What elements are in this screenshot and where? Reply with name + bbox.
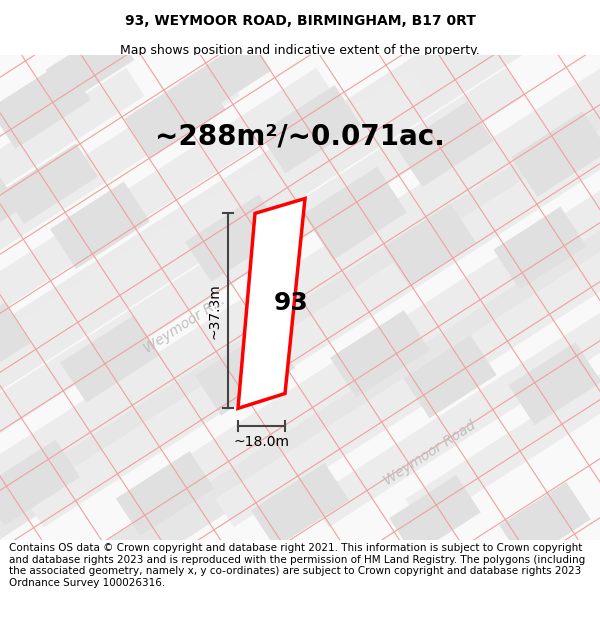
Polygon shape xyxy=(195,328,295,416)
Text: Contains OS data © Crown copyright and database right 2021. This information is : Contains OS data © Crown copyright and d… xyxy=(9,543,585,588)
Text: Weymoor Road: Weymoor Road xyxy=(382,418,478,488)
Polygon shape xyxy=(124,70,226,159)
Polygon shape xyxy=(120,68,600,528)
Polygon shape xyxy=(396,101,494,187)
Polygon shape xyxy=(60,315,160,402)
Polygon shape xyxy=(251,463,349,548)
Polygon shape xyxy=(405,68,600,528)
Text: 93, WEYMOOR ROAD, BIRMINGHAM, B17 0RT: 93, WEYMOOR ROAD, BIRMINGHAM, B17 0RT xyxy=(125,14,475,28)
Polygon shape xyxy=(0,68,600,528)
Text: ~18.0m: ~18.0m xyxy=(233,435,290,449)
Polygon shape xyxy=(0,68,335,528)
Text: ~288m²/~0.071ac.: ~288m²/~0.071ac. xyxy=(155,122,445,150)
Polygon shape xyxy=(0,439,80,526)
Polygon shape xyxy=(50,182,150,269)
Polygon shape xyxy=(46,27,134,103)
Polygon shape xyxy=(403,335,497,418)
Polygon shape xyxy=(511,111,600,197)
Polygon shape xyxy=(493,206,587,289)
Polygon shape xyxy=(2,143,98,224)
Polygon shape xyxy=(0,68,525,528)
Polygon shape xyxy=(383,204,476,286)
Polygon shape xyxy=(238,199,305,408)
Polygon shape xyxy=(499,482,591,562)
Polygon shape xyxy=(0,68,145,528)
Polygon shape xyxy=(0,0,600,431)
Polygon shape xyxy=(389,475,481,556)
Text: 93: 93 xyxy=(274,291,308,316)
Text: Map shows position and indicative extent of the property.: Map shows position and indicative extent… xyxy=(120,44,480,57)
Text: Weymoor R...: Weymoor R... xyxy=(142,292,228,356)
Polygon shape xyxy=(0,68,430,528)
Polygon shape xyxy=(0,181,600,625)
Polygon shape xyxy=(25,68,600,528)
Polygon shape xyxy=(0,169,21,258)
Polygon shape xyxy=(0,68,240,528)
Text: ~37.3m: ~37.3m xyxy=(208,283,222,339)
Polygon shape xyxy=(185,194,285,282)
Polygon shape xyxy=(0,302,31,391)
Polygon shape xyxy=(508,342,600,425)
Polygon shape xyxy=(0,60,91,149)
Polygon shape xyxy=(303,167,407,260)
Polygon shape xyxy=(330,310,430,398)
Polygon shape xyxy=(259,85,361,173)
Polygon shape xyxy=(0,46,600,579)
Polygon shape xyxy=(310,68,600,528)
Polygon shape xyxy=(215,68,600,528)
Polygon shape xyxy=(116,451,214,536)
Polygon shape xyxy=(178,38,272,116)
